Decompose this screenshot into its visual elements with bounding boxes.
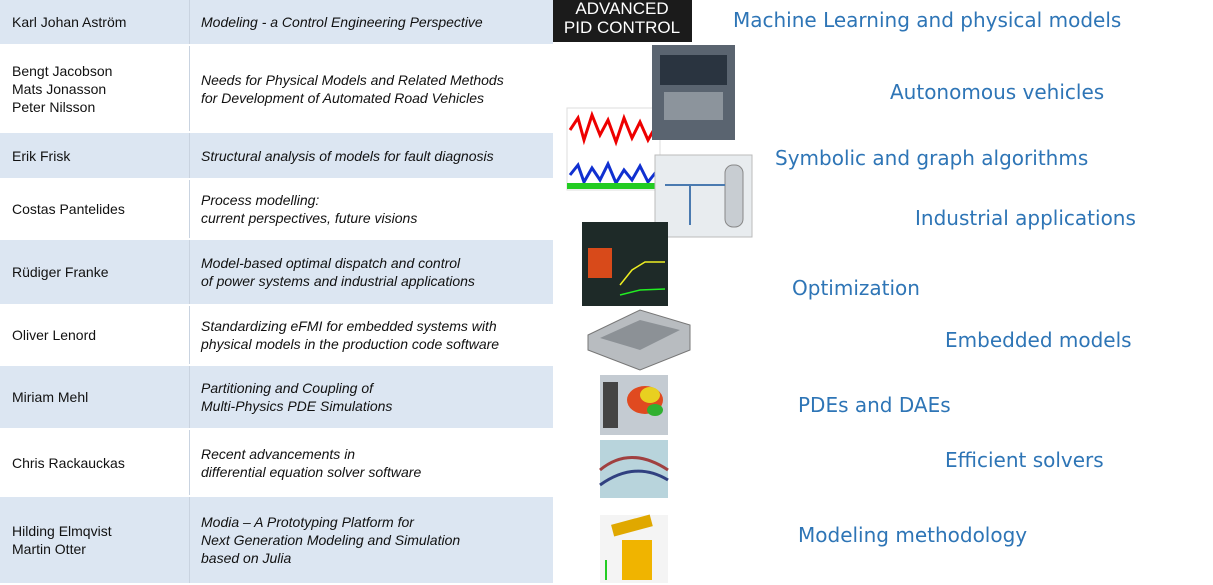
talk-title: current perspectives, future visions (201, 210, 418, 226)
speaker-cell: Bengt Jacobson Mats Jonasson Peter Nilsson (0, 46, 190, 131)
topic: PDEs and DAEs (798, 393, 951, 417)
table-row: Oliver Lenord Standardizing eFMI for embe… (0, 306, 553, 366)
talk-title: Modeling - a Control Engineering Perspec… (201, 14, 483, 30)
talk-title: Process modelling: (201, 192, 320, 208)
talk-title: Partitioning and Coupling of (201, 380, 374, 396)
speaker-cell: Erik Frisk (0, 133, 190, 178)
talk-title: Structural analysis of models for fault … (201, 147, 494, 164)
speaker-name: Erik Frisk (12, 147, 71, 164)
talk-title-cell: Model-based optimal dispatch and control… (190, 240, 553, 304)
speaker-cell: Miriam Mehl (0, 366, 190, 428)
talk-title: of power systems and industrial applicat… (201, 273, 475, 289)
truck (652, 45, 735, 140)
speaker-cell: Rüdiger Franke (0, 240, 190, 304)
talk-title: Needs for Physical Models and Related Me… (201, 71, 504, 88)
talk-title: for Development of Automated Road Vehicl… (201, 89, 485, 106)
topic: Machine Learning and physical models (733, 8, 1122, 32)
talk-title: Multi-Physics PDE Simulations (201, 398, 393, 414)
speaker-cell: Karl Johan Aström (0, 0, 190, 44)
speaker-name: Rüdiger Franke (12, 264, 109, 280)
topic: Symbolic and graph algorithms (775, 146, 1089, 170)
cover-text: ADVANCED (575, 0, 668, 18)
speaker-name: Miriam Mehl (12, 389, 89, 405)
table-row: Erik Frisk Structural analysis of models … (0, 133, 553, 180)
power-plant-screen (582, 222, 668, 306)
talk-title: Next Generation Modeling and Simulation (201, 532, 461, 548)
talk-title-cell: Structural analysis of models for fault … (190, 133, 553, 178)
table-row: Costas Pantelides Process modelling: curre… (0, 180, 553, 240)
table-row: Chris Rackauckas Recent advancements in di… (0, 430, 553, 497)
table-row: Karl Johan Aström Modeling - a Control En… (0, 0, 553, 46)
table-row: Rüdiger Franke Model-based optimal dispat… (0, 240, 553, 306)
noise-plot (566, 107, 661, 191)
cfd-image (600, 375, 668, 435)
talk-title: Modia – A Prototyping Platform for (201, 514, 414, 530)
speaker-name: Karl Johan Aström (12, 14, 127, 30)
robot (600, 514, 668, 583)
solver-plot (599, 440, 669, 498)
topic: Autonomous vehicles (890, 80, 1105, 104)
talk-title: Standardizing eFMI for embedded systems … (201, 318, 497, 334)
book-cover: ADVANCED PID CONTROL (553, 0, 692, 42)
talk-title: physical models in the production code s… (201, 336, 500, 352)
topic: Modeling methodology (798, 523, 1028, 547)
talk-title-cell: Modia – A Prototyping Platform for Next G… (190, 497, 553, 583)
topic: Embedded models (945, 328, 1132, 352)
topic: Industrial applications (915, 206, 1136, 230)
speaker-cell: Oliver Lenord (0, 306, 190, 364)
ecu (587, 309, 691, 371)
speaker-name: Hilding Elmqvist (12, 523, 112, 539)
speaker-name: Peter Nilsson (12, 98, 96, 115)
talk-title-cell: Process modelling: current perspectives, … (190, 180, 553, 238)
table-row: Hilding Elmqvist Martin Otter Modia – A Pr… (0, 497, 553, 585)
speaker-cell: Hilding Elmqvist Martin Otter (0, 497, 190, 583)
table-row: Bengt Jacobson Mats Jonasson Peter Nilsson… (0, 46, 553, 133)
talk-title: differential equation solver software (201, 463, 422, 480)
speaker-cell: Chris Rackauckas (0, 430, 190, 495)
talk-title-cell: Recent advancements in differential equat… (190, 430, 553, 495)
process-diagram (654, 154, 753, 238)
topic: Efficient solvers (945, 448, 1104, 472)
talk-table: Karl Johan Aström Modeling - a Control En… (0, 0, 553, 585)
speaker-cell: Costas Pantelides (0, 180, 190, 238)
talk-title-cell: Modeling - a Control Engineering Perspec… (190, 0, 553, 44)
talk-title-cell: Standardizing eFMI for embedded systems … (190, 306, 553, 364)
talk-title: Model-based optimal dispatch and control (201, 255, 461, 271)
illustrations: ADVANCED PID CONTROL (553, 0, 753, 583)
table-row: Miriam Mehl Partitioning and Coupling of M… (0, 366, 553, 430)
talk-title: based on Julia (201, 550, 292, 566)
speaker-name: Bengt Jacobson (12, 62, 113, 79)
speaker-name: Oliver Lenord (12, 327, 97, 343)
speaker-name: Costas Pantelides (12, 201, 125, 217)
cover-text: PID CONTROL (564, 18, 680, 37)
talk-title: Recent advancements in (201, 445, 356, 462)
talk-title-cell: Partitioning and Coupling of Multi-Physic… (190, 366, 553, 428)
speaker-name: Chris Rackauckas (12, 454, 125, 471)
talk-title-cell: Needs for Physical Models and Related Me… (190, 46, 553, 131)
topic: Optimization (792, 276, 920, 300)
speaker-name: Mats Jonasson (12, 80, 107, 97)
speaker-name: Martin Otter (12, 541, 86, 557)
